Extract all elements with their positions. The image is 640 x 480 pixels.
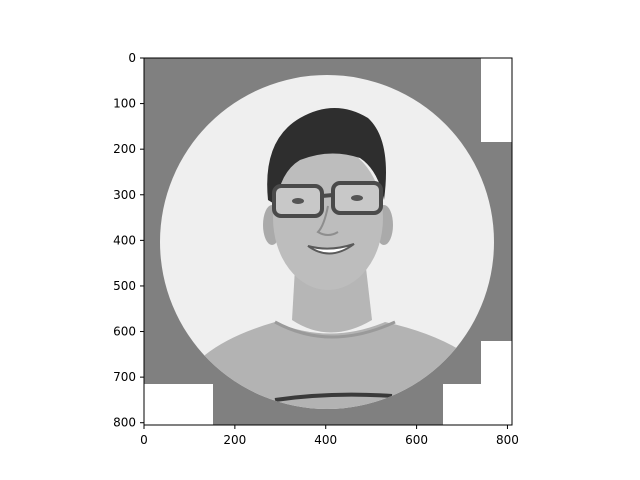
y-tick-label: 500 — [113, 279, 136, 293]
white-block-top-right — [481, 58, 512, 142]
left-eye — [292, 198, 304, 204]
nose — [316, 205, 339, 236]
mouth — [307, 243, 355, 255]
y-tick-label: 800 — [113, 416, 136, 430]
y-tick-label: 100 — [113, 97, 136, 111]
x-tick-label: 800 — [496, 433, 519, 447]
axes-frame — [143, 57, 513, 426]
x-tick-label: 600 — [405, 433, 428, 447]
x-tick-label: 200 — [223, 433, 246, 447]
shirt-collar — [274, 320, 396, 339]
white-block-right-lower — [481, 341, 512, 384]
hair — [267, 108, 386, 205]
x-tick-label: 0 — [140, 433, 148, 447]
y-tick-label: 400 — [113, 233, 136, 247]
x-tick-label: 400 — [314, 433, 337, 447]
y-tick-label: 200 — [113, 142, 136, 156]
white-block-bottom-left — [144, 384, 213, 425]
right-eye — [351, 195, 363, 201]
x-axis: 0 200 400 600 800 — [140, 425, 519, 447]
y-tick-label: 600 — [113, 325, 136, 339]
y-tick-label: 0 — [128, 51, 136, 65]
glasses-bridge — [321, 193, 334, 198]
shirt-stripe — [274, 392, 393, 402]
white-block-bottom-right — [443, 384, 512, 425]
y-axis: 0 100 200 300 400 500 600 700 800 — [113, 51, 144, 430]
y-tick-label: 300 — [113, 188, 136, 202]
image-plot — [144, 58, 512, 425]
y-tick-label: 700 — [113, 370, 136, 384]
